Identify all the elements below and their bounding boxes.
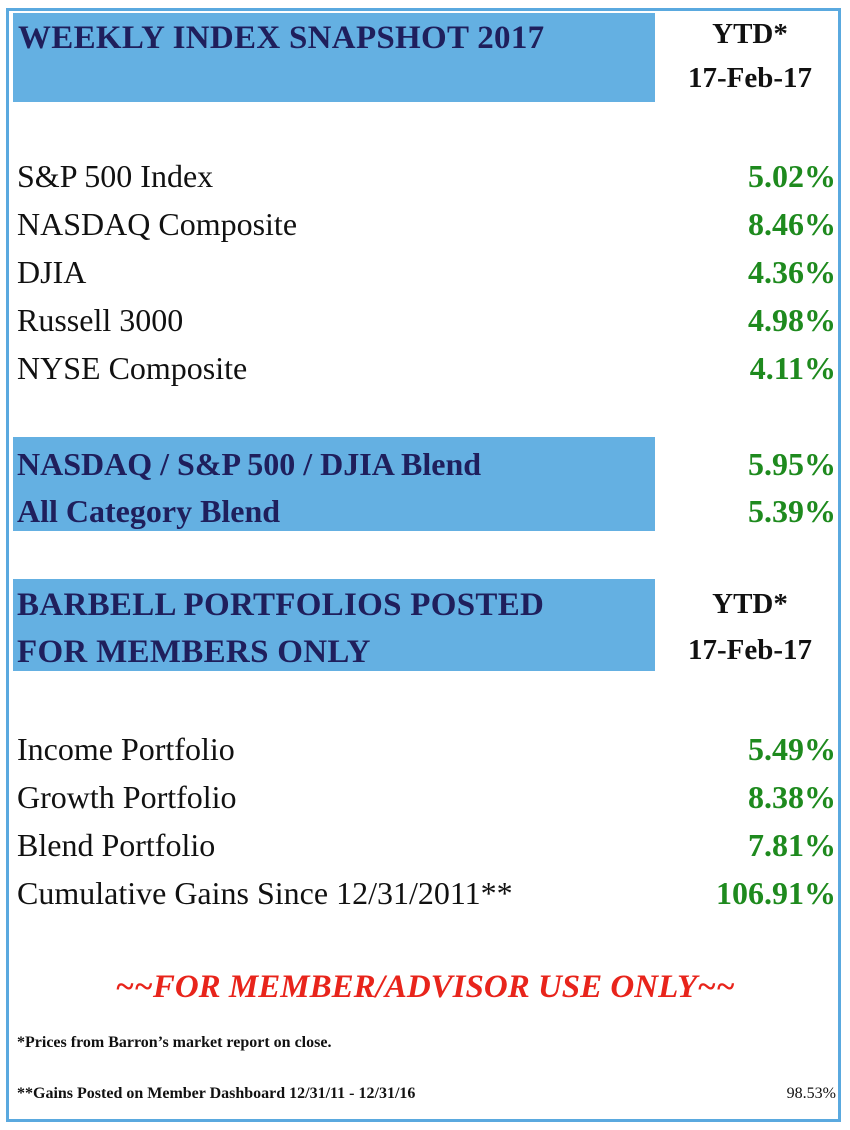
- index-name: DJIA: [17, 254, 87, 290]
- page-title: WEEKLY INDEX SNAPSHOT 2017: [18, 20, 545, 56]
- blend-value: 5.39%: [748, 493, 836, 529]
- blend-name: NASDAQ / S&P 500 / DJIA Blend: [17, 446, 482, 482]
- footnote-gains-value: 98.53%: [786, 1085, 836, 1102]
- portfolio-name: Income Portfolio: [17, 731, 235, 767]
- index-value: 8.46%: [748, 206, 836, 242]
- portfolio-name: Cumulative Gains Since 12/31/2011**: [17, 875, 513, 911]
- blend-value: 5.95%: [748, 446, 836, 482]
- index-value: 4.36%: [748, 254, 836, 290]
- blend-band: [13, 437, 655, 531]
- footnote-prices: *Prices from Barron’s market report on c…: [17, 1034, 332, 1051]
- portfolio-value: 7.81%: [748, 827, 836, 863]
- snapshot-frame: [6, 8, 841, 1122]
- title-band: [13, 13, 655, 102]
- barbell-ytd-date: 17-Feb-17: [687, 634, 813, 666]
- ytd-date: 17-Feb-17: [687, 62, 813, 94]
- footnote-gains: **Gains Posted on Member Dashboard 12/31…: [17, 1085, 416, 1102]
- portfolio-value: 106.91%: [716, 875, 836, 911]
- index-value: 5.02%: [748, 158, 836, 194]
- index-name: S&P 500 Index: [17, 158, 214, 194]
- ytd-label: YTD*: [712, 18, 788, 50]
- barbell-header-line1: BARBELL PORTFOLIOS POSTED: [17, 587, 545, 623]
- portfolio-name: Growth Portfolio: [17, 779, 237, 815]
- index-name: Russell 3000: [17, 302, 184, 338]
- member-notice: ~~FOR MEMBER/ADVISOR USE ONLY~~: [115, 969, 735, 1005]
- index-value: 4.98%: [748, 302, 836, 338]
- index-name: NYSE Composite: [17, 350, 248, 386]
- barbell-band: [13, 579, 655, 671]
- index-name: NASDAQ Composite: [17, 206, 298, 242]
- barbell-header-line2: FOR MEMBERS ONLY: [17, 634, 371, 670]
- barbell-ytd-label: YTD*: [712, 588, 788, 620]
- portfolio-name: Blend Portfolio: [17, 827, 216, 863]
- portfolio-value: 8.38%: [748, 779, 836, 815]
- portfolio-value: 5.49%: [748, 731, 836, 767]
- index-value: 4.11%: [749, 350, 836, 386]
- blend-name: All Category Blend: [17, 493, 281, 529]
